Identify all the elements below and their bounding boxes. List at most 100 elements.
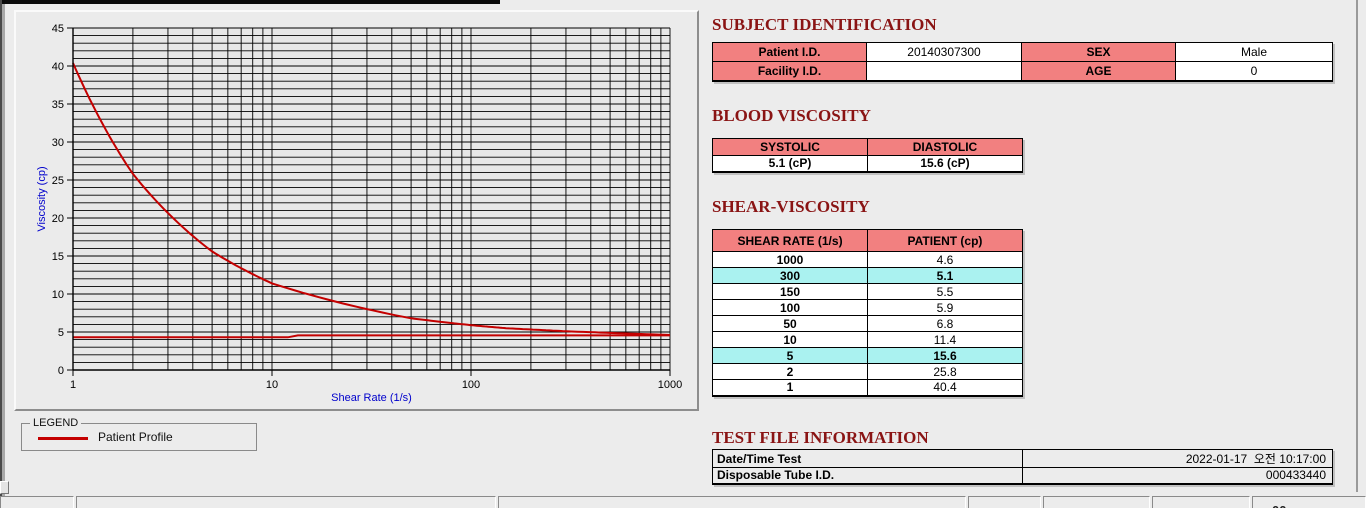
svg-text:0: 0: [58, 365, 64, 377]
status-partial-text: 00: [1272, 503, 1286, 508]
patient-value-cell: 5.9: [867, 299, 1023, 316]
table-row: 5.1 (cP) 15.6 (cP): [712, 155, 1023, 172]
patient-value-cell: 4.6: [867, 251, 1023, 268]
table-row: 1000 4.6: [712, 251, 1023, 268]
window-top-bar: [0, 0, 500, 4]
status-panel: [1043, 496, 1150, 508]
sex-label: SEX: [1021, 42, 1176, 62]
table-row: 5 15.6: [712, 347, 1023, 364]
window-right-edge: [1356, 0, 1358, 492]
table-row: Disposable Tube I.D. 000433440: [712, 467, 1333, 484]
svg-text:5: 5: [58, 327, 64, 339]
shear-rate-cell: 100: [712, 299, 868, 316]
status-corner-chip: [0, 481, 9, 494]
systolic-value: 5.1 (cP): [712, 155, 868, 172]
status-panel: [498, 496, 966, 508]
table-row: 50 6.8: [712, 315, 1023, 332]
legend-line-sample: [38, 437, 88, 440]
sex-value: Male: [1175, 42, 1333, 62]
patient-value-cell: 15.6: [867, 347, 1023, 364]
table-row: SYSTOLIC DIASTOLIC: [712, 138, 1023, 156]
shear-rate-cell: 10: [712, 331, 868, 348]
status-panel: [0, 496, 74, 508]
shear-rate-cell: 300: [712, 267, 868, 284]
age-value: 0: [1175, 61, 1333, 81]
status-panel: [968, 496, 1041, 508]
patient-id-value: 20140307300: [866, 42, 1022, 62]
tick-marks: [67, 27, 671, 376]
svg-text:20: 20: [52, 213, 64, 225]
patient-value-cell: 5.5: [867, 283, 1023, 300]
subject-identification-table: Patient I.D. 20140307300 SEX Male Facili…: [712, 42, 1333, 82]
status-panel: [76, 496, 496, 508]
table-row: 1 40.4: [712, 379, 1023, 396]
patient-profile-curve: [72, 62, 671, 336]
svg-text:10: 10: [266, 379, 278, 391]
shear-viscosity-table: SHEAR RATE (1/s) PATIENT (cp) 1000 4.6 30…: [712, 229, 1023, 397]
shear-rate-cell: 2: [712, 363, 868, 380]
section-title-subject-identification: SUBJECT IDENTIFICATION: [712, 15, 937, 34]
facility-id-label: Facility I.D.: [712, 61, 867, 81]
shear-rate-cell: 150: [712, 283, 868, 300]
facility-id-value: [866, 61, 1022, 81]
patient-value-cell: 25.8: [867, 363, 1023, 380]
patient-value-cell: 6.8: [867, 315, 1023, 332]
patient-value-cell: 11.4: [867, 331, 1023, 348]
table-header-row: SHEAR RATE (1/s) PATIENT (cp): [712, 229, 1023, 252]
age-label: AGE: [1021, 61, 1176, 81]
table-row: 2 25.8: [712, 363, 1023, 380]
svg-text:10: 10: [52, 289, 64, 301]
section-title-test-file-information: TEST FILE INFORMATION: [712, 428, 929, 447]
x-axis-label: Shear Rate (1/s): [331, 392, 412, 404]
section-title-shear-viscosity: SHEAR-VISCOSITY: [712, 197, 870, 216]
shear-rate-header: SHEAR RATE (1/s): [712, 229, 868, 252]
window-left-edge-highlight: [2, 4, 5, 496]
table-row: 100 5.9: [712, 299, 1023, 316]
plot-area: [73, 28, 670, 370]
viscosity-chart-panel: 0 5 10 15 20 25 30 35 40 45 1 10 100 1000 Shear Rate (…: [14, 10, 699, 411]
axes: [72, 28, 670, 371]
systolic-header: SYSTOLIC: [712, 138, 868, 156]
table-row: Patient I.D. 20140307300 SEX Male: [712, 42, 1333, 62]
test-file-information-table: Date/Time Test 2022-01-17 오전 10:17:00 Di…: [712, 449, 1333, 485]
svg-text:30: 30: [52, 137, 64, 149]
table-row: 150 5.5: [712, 283, 1023, 300]
table-row: 300 5.1: [712, 267, 1023, 284]
svg-text:40: 40: [52, 61, 64, 73]
disposable-tube-id-value: 000433440: [1022, 467, 1333, 484]
baseline-line: [73, 334, 670, 339]
shear-viscosity-chart: 0 5 10 15 20 25 30 35 40 45 1 10 100 1000 Shear Rate (…: [36, 23, 682, 404]
svg-text:1: 1: [70, 379, 76, 391]
table-row: Facility I.D. AGE 0: [712, 61, 1333, 81]
tick-labels: 0 5 10 15 20 25 30 35 40 45 1 10 100 1000: [52, 23, 682, 391]
table-row: Date/Time Test 2022-01-17 오전 10:17:00: [712, 449, 1333, 468]
section-title-blood-viscosity: BLOOD VISCOSITY: [712, 106, 871, 125]
shear-rate-cell: 50: [712, 315, 868, 332]
diastolic-header: DIASTOLIC: [867, 138, 1023, 156]
patient-value-cell: 40.4: [867, 379, 1023, 396]
svg-text:15: 15: [52, 251, 64, 263]
y-axis-label: Viscosity (cp): [36, 166, 48, 231]
disposable-tube-id-label: Disposable Tube I.D.: [712, 467, 1023, 484]
status-panel: [1252, 496, 1366, 508]
svg-text:100: 100: [462, 379, 480, 391]
diastolic-value: 15.6 (cP): [867, 155, 1023, 172]
patient-id-label: Patient I.D.: [712, 42, 867, 62]
date-time-test-label: Date/Time Test: [712, 449, 1023, 468]
status-panel: [1152, 496, 1250, 508]
legend-group: LEGEND Patient Profile: [21, 417, 257, 451]
patient-cp-header: PATIENT (cp): [867, 229, 1023, 252]
svg-text:25: 25: [52, 175, 64, 187]
table-row: 10 11.4: [712, 331, 1023, 348]
legend-title: LEGEND: [30, 417, 82, 429]
svg-text:1000: 1000: [658, 379, 682, 391]
blood-viscosity-table: SYSTOLIC DIASTOLIC 5.1 (cP) 15.6 (cP): [712, 138, 1023, 173]
shear-rate-cell: 5: [712, 347, 868, 364]
svg-text:35: 35: [52, 99, 64, 111]
date-time-test-value: 2022-01-17 오전 10:17:00: [1022, 449, 1333, 468]
window-left-edge: [0, 0, 2, 496]
patient-value-cell: 5.1: [867, 267, 1023, 284]
shear-rate-cell: 1000: [712, 251, 868, 268]
grid-lines: [72, 27, 671, 371]
